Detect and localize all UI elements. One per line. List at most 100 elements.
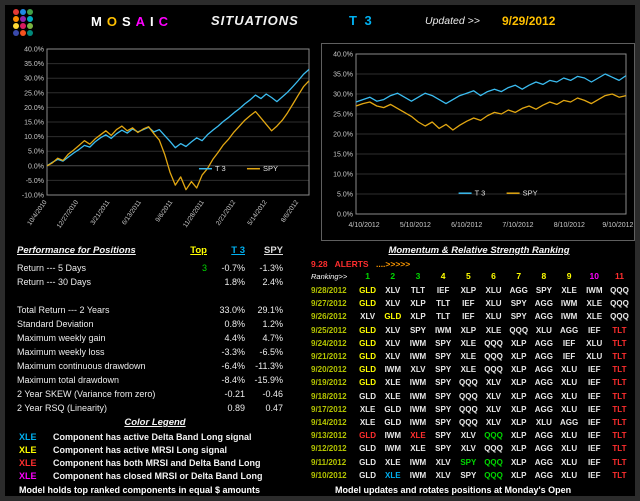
svg-text:35.0%: 35.0% <box>333 72 353 79</box>
ticker-cell: IEF <box>588 431 601 441</box>
ticker-cell: SPY <box>435 352 452 362</box>
ticker-cell: QQQ <box>459 417 478 427</box>
ticker-cell: SPY <box>435 417 452 427</box>
svg-text:5.0%: 5.0% <box>337 192 353 199</box>
ranking-date: 9/13/2012 <box>311 431 347 441</box>
ticker-cell: QQQ <box>610 286 629 296</box>
ticker-cell: GLD <box>359 444 377 454</box>
performance-row: Maximum total drawdown -8.4% -15.9% <box>17 373 285 387</box>
ticker-cell: SPY <box>435 391 452 401</box>
metric-t3-value: 0.8% <box>224 319 245 329</box>
svg-text:35.0%: 35.0% <box>24 61 44 68</box>
performance-row: Return --- 5 Days 3 -0.7% -1.3% <box>17 261 285 275</box>
svg-text:T 3: T 3 <box>475 189 486 198</box>
logo-dot <box>13 30 19 36</box>
chart-cumulative-6month: 0.0% 5.0% 10.0% 15.0% 20.0% 25.0% 30.0% 35.0% 40… <box>321 43 635 241</box>
metric-spy-value: 4.7% <box>262 333 283 343</box>
legend-description: Component has active Delta Band Long sig… <box>53 431 252 442</box>
ticker-cell: XLV <box>385 299 401 309</box>
ticker-cell: IWM <box>586 286 603 296</box>
legend-description: Component has both MRSI and Delta Band L… <box>53 457 261 468</box>
svg-text:5/14/2012: 5/14/2012 <box>246 199 269 227</box>
ticker-cell: AGG <box>534 365 554 375</box>
ticker-cell: XLV <box>460 431 476 441</box>
ticker-cell: SPY <box>435 338 452 348</box>
ticker-cell: XLP <box>510 444 527 454</box>
metric-spy-value: -15.9% <box>254 375 283 385</box>
ranking-row: 9/21/2012 GLD XLV IWM SPY XLE QQQ XLP AGG IEF XLU T… <box>311 350 632 363</box>
ticker-cell: XLE <box>561 286 577 296</box>
logo-dot <box>13 9 19 15</box>
ticker-cell: GLD <box>359 286 377 296</box>
ticker-cell: TLT <box>410 286 425 296</box>
ranking-date: 9/18/2012 <box>311 391 347 401</box>
ranking-row: 9/26/2012 XLV GLD XLP TLT IEF XLU SPY AGG IWM XLE Q… <box>311 310 632 323</box>
performance-table: Return --- 5 Days 3 -0.7% -1.3% Return --- 3… <box>17 261 285 415</box>
performance-row: Standard Deviation 0.8% 1.2% <box>17 317 285 331</box>
metric-spy-value: 1.2% <box>262 319 283 329</box>
svg-text:-5.0%: -5.0% <box>26 178 44 185</box>
ticker-cell: XLV <box>486 391 502 401</box>
rank-col-number: 4 <box>440 271 446 281</box>
ticker-cell: SPY <box>435 378 452 388</box>
svg-text:5/10/2012: 5/10/2012 <box>400 222 431 229</box>
color-legend-table: XLE Component has active Delta Band Long … <box>19 430 263 483</box>
svg-text:40.0%: 40.0% <box>333 52 353 59</box>
ticker-cell: AGG <box>534 352 554 362</box>
ticker-cell: IEF <box>588 325 601 335</box>
svg-text:8/10/2012: 8/10/2012 <box>554 222 585 229</box>
ticker-cell: TLT <box>612 470 627 480</box>
ticker-cell: GLD <box>359 299 377 309</box>
ranking-row: 9/27/2012 GLD XLV XLP TLT IEF XLU SPY AGG IWM XLE Q… <box>311 297 632 310</box>
ticker-cell: QQQ <box>610 312 629 322</box>
ticker-cell: IEF <box>562 338 576 348</box>
ticker-cell: XLV <box>435 470 451 480</box>
legend-description: Component has active MRSI Long signal <box>53 444 228 455</box>
ticker-cell: XLV <box>385 325 401 335</box>
legend-ticker: XLE <box>19 444 37 455</box>
ticker-cell: XLP <box>510 391 527 401</box>
metric-t3-value: 0.89 <box>227 403 245 413</box>
ticker-cell: IEF <box>436 286 450 296</box>
ticker-cell: XLU <box>561 431 578 441</box>
legend-ticker: XLE <box>19 457 37 468</box>
ticker-cell: IEF <box>462 299 475 309</box>
ticker-cell: XLU <box>561 391 578 401</box>
brand-letter: S <box>121 14 136 29</box>
ticker-cell: TLT <box>612 378 627 388</box>
performance-title: Performance for Positions <box>17 245 136 256</box>
ticker-cell: AGG <box>534 444 554 454</box>
ranking-date: 9/24/2012 <box>311 338 347 348</box>
ticker-cell: XLU <box>485 299 502 309</box>
ticker-cell: XLE <box>460 338 477 348</box>
legend-ticker: XLE <box>19 431 37 442</box>
performance-row: 2 Year RSQ (Linearity) 0.89 0.47 <box>17 401 285 415</box>
svg-text:10.0%: 10.0% <box>333 172 353 179</box>
logo-dot <box>20 23 26 29</box>
ticker-cell: AGG <box>534 457 554 467</box>
ranking-date: 9/10/2012 <box>311 470 347 480</box>
ticker-cell: GLD <box>359 470 377 480</box>
performance-row: Maximum weekly gain 4.4% 4.7% <box>17 331 285 345</box>
alerts-code: 9.28 <box>311 259 328 269</box>
metric-t3-value: -0.21 <box>224 389 245 399</box>
perf-col-header: SPY <box>263 245 283 256</box>
svg-text:T 3: T 3 <box>215 164 226 173</box>
svg-text:7/10/2012: 7/10/2012 <box>502 222 533 229</box>
ticker-cell: XLU <box>485 286 502 296</box>
ticker-cell: IWM <box>409 378 427 388</box>
metric-spy-value: 29.1% <box>257 305 283 315</box>
ticker-cell: TLT <box>612 444 627 454</box>
rank-col-number: 2 <box>390 271 396 281</box>
ticker-cell: SPY <box>435 444 452 454</box>
ranking-row: 9/10/2012 GLD XLE IWM XLV SPY QQQ XLP AGG XLU IEF T… <box>311 469 632 482</box>
ranking-date: 9/27/2012 <box>311 299 347 309</box>
ticker-cell: AGG <box>534 404 554 414</box>
ticker-cell: AGG <box>534 470 554 480</box>
brand-letter: C <box>158 14 174 29</box>
svg-text:10.0%: 10.0% <box>24 134 44 141</box>
metric-label: Return --- 30 Days <box>17 277 92 287</box>
ranking-row: 9/19/2012 GLD XLE IWM SPY QQQ XLV XLP AGG XLU IEF T… <box>311 376 632 389</box>
svg-text:6/13/2011: 6/13/2011 <box>121 199 143 227</box>
